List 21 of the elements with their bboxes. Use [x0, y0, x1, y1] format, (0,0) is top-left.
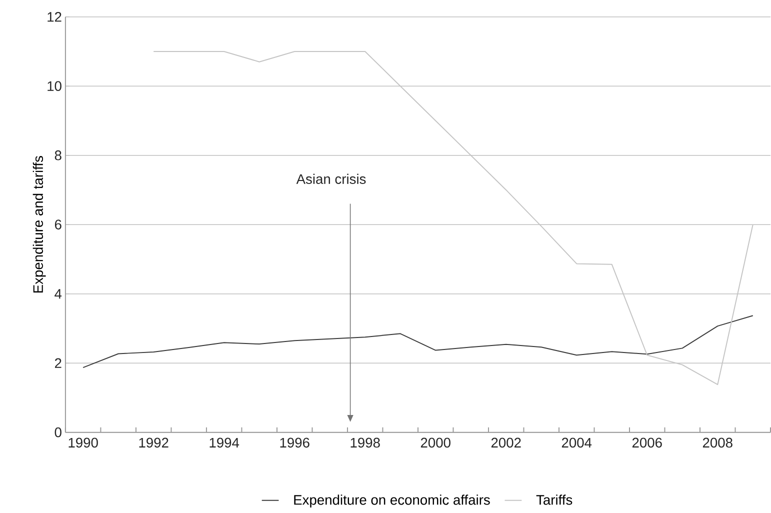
x-tick-label: 2006	[632, 438, 662, 448]
y-tick-label: 10	[48, 81, 62, 92]
x-tick-label: 2000	[420, 438, 450, 448]
x-tick-label: 1990	[68, 438, 98, 448]
y-axis-title: Expenditure and tariffs	[32, 156, 46, 293]
y-tick-label: 12	[48, 12, 62, 22]
x-tick-label: 2008	[702, 438, 732, 448]
y-tick-label: 8	[54, 150, 62, 160]
x-tick-label: 1998	[350, 438, 380, 448]
x-tick-label: 1994	[210, 438, 240, 448]
y-tick-label: 0	[54, 428, 62, 438]
y-tick-label: 4	[54, 289, 62, 299]
y-tick-label: 6	[54, 220, 62, 230]
x-tick-label: 2002	[491, 438, 521, 448]
x-tick-label: 1996	[280, 438, 310, 448]
legend-label: Expenditure on economic affairs	[294, 494, 490, 508]
legend-label: Tariffs	[536, 494, 572, 505]
x-tick-label: 1992	[139, 438, 168, 448]
y-tick-label: 2	[54, 358, 62, 368]
x-tick-label: 2004	[562, 438, 592, 448]
annotation: Asian crisis	[296, 174, 366, 184]
